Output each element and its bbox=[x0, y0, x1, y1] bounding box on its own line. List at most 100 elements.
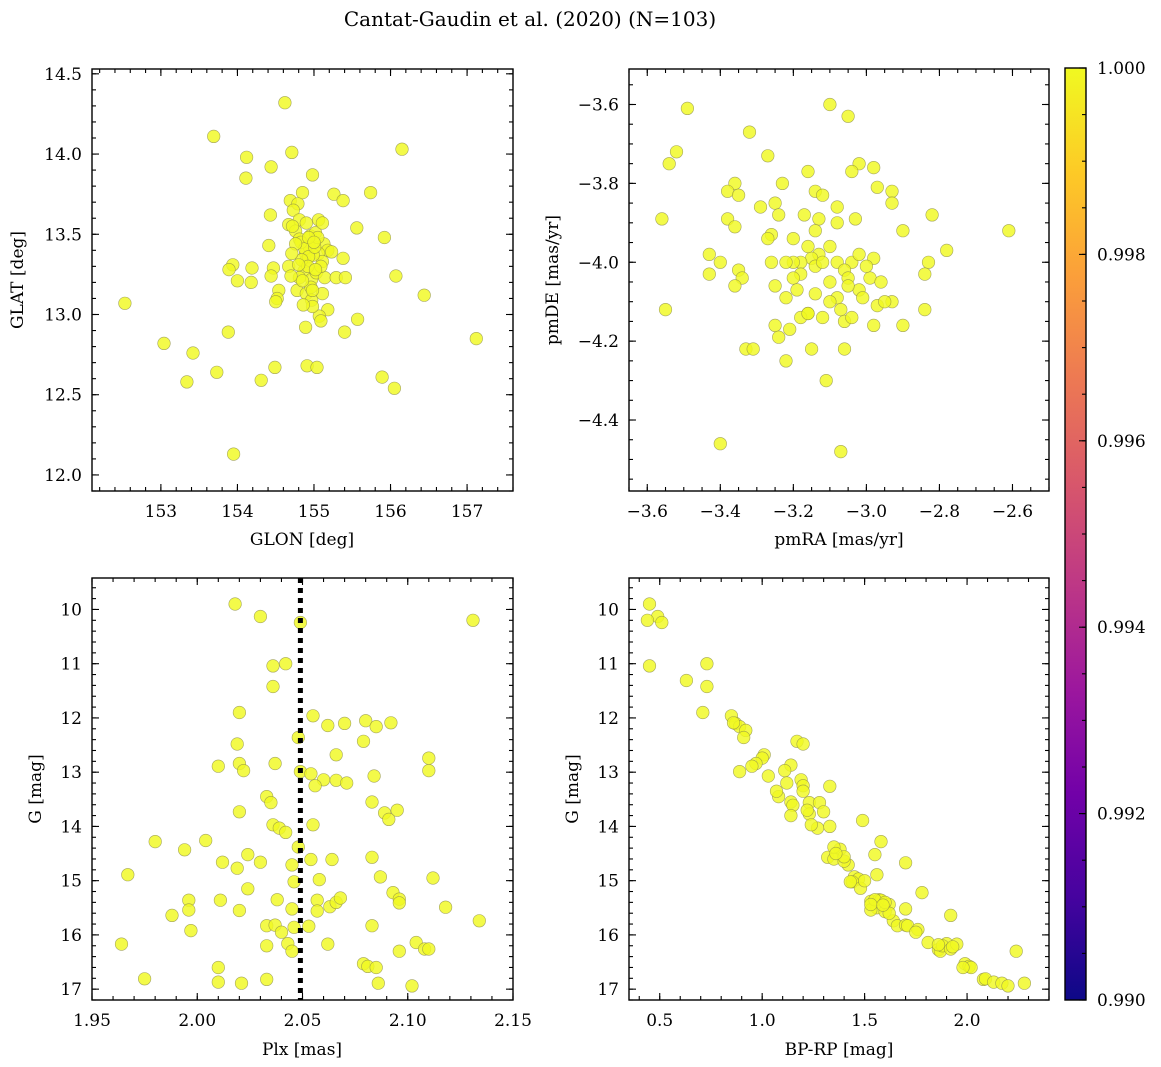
data-point bbox=[768, 196, 782, 210]
data-point bbox=[392, 896, 406, 910]
panel-plx-frame bbox=[91, 577, 514, 1001]
data-point bbox=[286, 203, 300, 217]
data-point bbox=[285, 145, 299, 159]
data-point bbox=[321, 718, 335, 733]
data-point bbox=[815, 255, 830, 269]
panel-cmd-xlabel: BP-RP [mag] bbox=[785, 1040, 894, 1060]
data-point bbox=[921, 255, 936, 269]
data-point bbox=[157, 336, 171, 351]
data-point bbox=[186, 346, 200, 360]
data-point bbox=[389, 269, 403, 283]
data-point bbox=[702, 267, 716, 281]
data-point bbox=[329, 748, 343, 762]
data-point bbox=[841, 109, 855, 123]
data-point bbox=[305, 168, 320, 182]
data-point bbox=[925, 208, 939, 222]
data-point bbox=[138, 972, 152, 986]
data-point bbox=[426, 871, 440, 885]
panel-sky-xlabel: GLON [deg] bbox=[250, 530, 354, 550]
data-point bbox=[253, 855, 267, 869]
data-point bbox=[867, 161, 881, 175]
data-point bbox=[874, 275, 888, 289]
data-point bbox=[268, 360, 282, 375]
data-point bbox=[764, 255, 779, 269]
data-point bbox=[834, 303, 848, 317]
data-point bbox=[274, 925, 289, 939]
data-point bbox=[371, 976, 385, 990]
data-point bbox=[823, 97, 837, 112]
data-point bbox=[390, 803, 404, 817]
data-point bbox=[472, 914, 486, 928]
x-tick-label: −2.6 bbox=[992, 502, 1033, 522]
x-tick-label: 156 bbox=[374, 502, 406, 522]
y-tick-label: −4.0 bbox=[578, 253, 619, 273]
x-tick-label: 2.00 bbox=[178, 1011, 216, 1031]
y-tick-label: −4.2 bbox=[578, 332, 619, 352]
data-point bbox=[778, 763, 792, 778]
data-point bbox=[830, 200, 844, 214]
data-point bbox=[845, 164, 859, 179]
data-point bbox=[864, 897, 878, 912]
data-point bbox=[215, 855, 230, 869]
colorbar: 0.990 0.992 0.994 0.996 0.998 1.000 bbox=[1064, 59, 1146, 1011]
data-point bbox=[775, 176, 790, 190]
data-point bbox=[207, 129, 221, 143]
y-tick-label: 14.0 bbox=[44, 145, 82, 165]
data-point bbox=[369, 719, 383, 734]
data-point bbox=[305, 283, 320, 298]
data-point bbox=[737, 730, 751, 745]
data-point bbox=[823, 239, 837, 254]
data-point bbox=[870, 868, 884, 882]
data-point bbox=[266, 679, 280, 694]
data-point bbox=[336, 194, 350, 208]
x-tick-label: −3.6 bbox=[627, 502, 668, 522]
data-point bbox=[222, 263, 236, 277]
data-point bbox=[863, 271, 877, 285]
data-point bbox=[816, 805, 831, 819]
data-point bbox=[365, 795, 379, 809]
data-point bbox=[279, 825, 293, 840]
data-point bbox=[307, 235, 321, 249]
data-point bbox=[898, 856, 913, 870]
data-point bbox=[786, 271, 800, 285]
y-tick-label: 16 bbox=[597, 926, 619, 946]
data-point bbox=[761, 149, 775, 163]
panel-pm-frame bbox=[628, 68, 1050, 492]
colorbar-ticks: 0.990 0.992 0.994 0.996 0.998 1.000 bbox=[1079, 59, 1146, 1011]
x-tick-label: −3.2 bbox=[773, 502, 814, 522]
data-point bbox=[240, 150, 254, 164]
data-point bbox=[384, 716, 398, 730]
figure-title: Cantat-Gaudin et al. (2020) (N=103) bbox=[344, 7, 716, 31]
data-point bbox=[278, 96, 292, 110]
data-point bbox=[253, 609, 267, 624]
data-point bbox=[1009, 944, 1023, 958]
data-point bbox=[310, 904, 324, 918]
y-tick-label: 17 bbox=[60, 980, 82, 1000]
data-point bbox=[306, 818, 320, 832]
data-point bbox=[823, 275, 837, 289]
data-point bbox=[211, 759, 225, 773]
panel-sky-ylabel: GLAT [deg] bbox=[8, 231, 28, 329]
data-point bbox=[843, 875, 857, 889]
data-point bbox=[761, 769, 775, 783]
data-point bbox=[845, 310, 859, 325]
y-tick-label: 15 bbox=[60, 872, 82, 892]
data-point bbox=[726, 716, 741, 730]
colorbar-gradient bbox=[1065, 68, 1086, 1000]
data-point bbox=[731, 188, 746, 202]
data-point bbox=[915, 885, 929, 900]
x-tick-label: 157 bbox=[451, 502, 483, 522]
data-point bbox=[315, 216, 330, 230]
data-point bbox=[848, 212, 863, 226]
data-point bbox=[768, 318, 782, 333]
data-point bbox=[210, 365, 224, 379]
data-point bbox=[772, 208, 786, 222]
data-point bbox=[804, 818, 818, 832]
y-tick-label: 13.0 bbox=[44, 305, 82, 325]
panel-parallax-magnitude: 1.95 2.00 2.05 2.10 2.15 10 11 12 13 14 15 16 17 Plx… bbox=[26, 577, 532, 1060]
data-point bbox=[786, 232, 800, 246]
data-point bbox=[244, 275, 258, 290]
y-tick-label: 17 bbox=[597, 980, 619, 1000]
data-point bbox=[874, 834, 888, 849]
data-point bbox=[279, 657, 293, 671]
